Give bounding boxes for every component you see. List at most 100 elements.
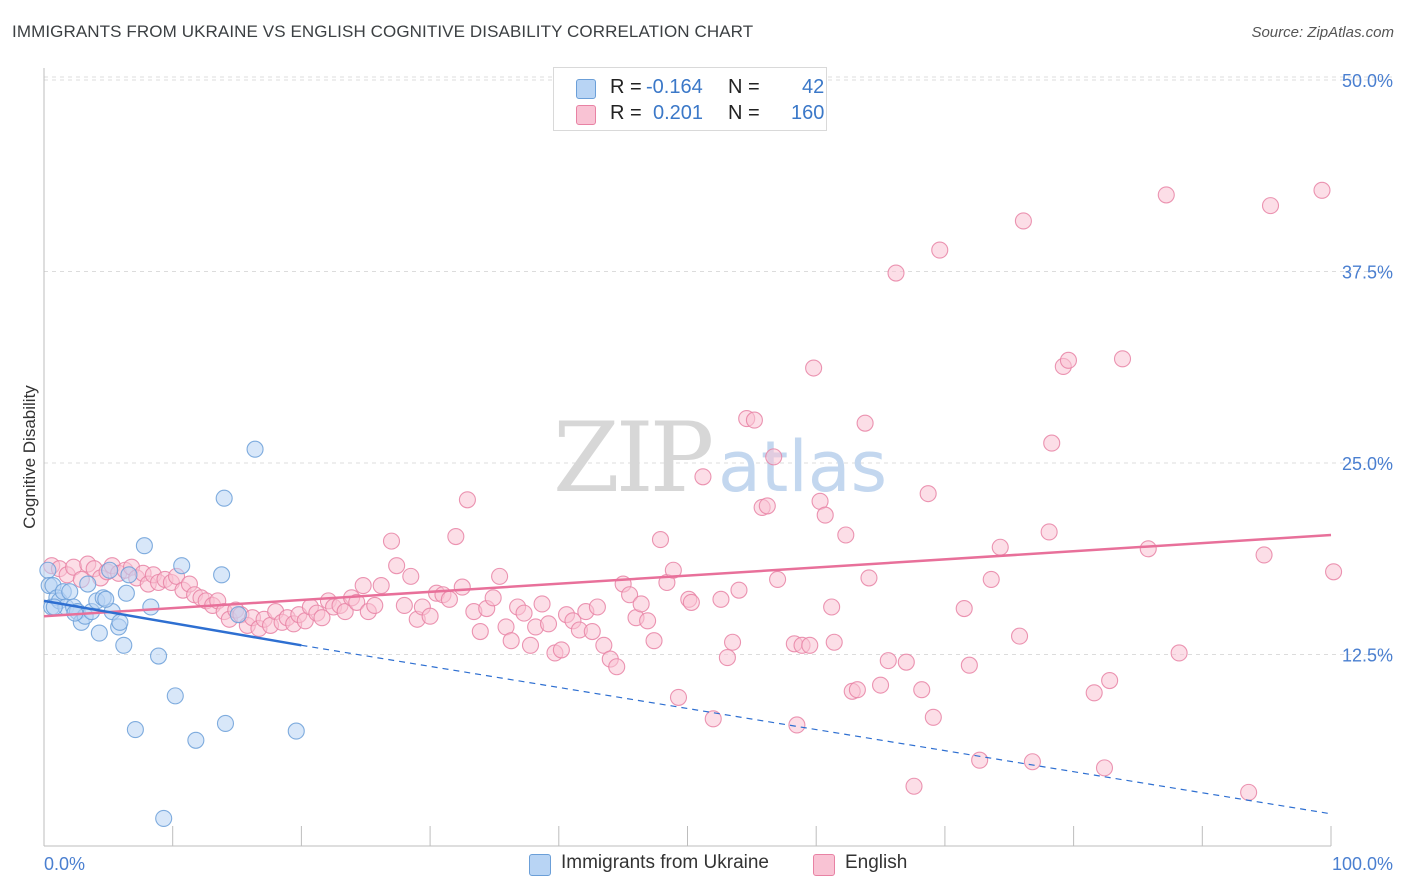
- y-tick-label: 50.0%: [1342, 71, 1393, 91]
- english-point: [453, 578, 471, 596]
- series-legend: Immigrants from Ukraine English: [0, 851, 1406, 879]
- english-point: [723, 633, 742, 651]
- english-point: [931, 241, 949, 259]
- english-point: [1040, 523, 1058, 541]
- english-point: [313, 609, 331, 627]
- english-point: [848, 681, 866, 699]
- legend-n-label: N =: [728, 76, 760, 98]
- english-point: [552, 641, 570, 659]
- watermark-atlas: atlas: [718, 426, 887, 508]
- english-point: [879, 652, 897, 670]
- english-point: [447, 527, 465, 546]
- ukraine-point: [187, 731, 205, 749]
- ukraine-point: [155, 809, 173, 827]
- grid-lines: [44, 76, 1394, 655]
- english-point: [484, 589, 502, 607]
- english-point: [664, 561, 682, 579]
- ukraine-point: [61, 583, 79, 601]
- english-point: [905, 777, 923, 795]
- english-point: [856, 414, 874, 432]
- english-point: [960, 656, 978, 674]
- english-point: [533, 595, 551, 613]
- legend-label-ukraine: Immigrants from Ukraine: [561, 852, 769, 873]
- ukraine-point: [216, 714, 235, 732]
- english-point: [388, 557, 406, 575]
- english-point: [440, 590, 458, 608]
- english-point: [491, 567, 509, 585]
- english-point: [801, 636, 819, 654]
- data-points: [39, 181, 1343, 827]
- legend-swatch-english: [813, 854, 835, 876]
- legend-n-value: 160: [791, 102, 825, 124]
- x-tick-label-max: 100.0%: [1332, 854, 1393, 874]
- english-point: [971, 751, 989, 769]
- english-point: [1059, 351, 1078, 369]
- y-tick-label: 12.5%: [1342, 646, 1393, 666]
- legend-r-value: -0.164: [646, 76, 703, 98]
- y-axis-label: Cognitive Disability: [20, 385, 39, 529]
- y-tick-labels: 12.5% 25.0% 37.5% 50.0%: [1342, 71, 1393, 666]
- legend-r-label: R =: [610, 102, 642, 124]
- english-point: [471, 622, 489, 641]
- legend-swatch-english: [576, 105, 596, 125]
- english-point: [502, 632, 520, 650]
- legend-swatch-ukraine: [576, 79, 596, 99]
- english-point: [515, 604, 533, 622]
- english-point: [924, 708, 942, 726]
- english-point: [402, 567, 420, 585]
- english-point: [669, 688, 688, 706]
- english-point: [639, 612, 657, 630]
- english-point: [897, 653, 915, 671]
- english-point: [539, 615, 558, 633]
- ukraine-point: [166, 687, 184, 705]
- english-point: [788, 716, 806, 734]
- english-point: [458, 491, 476, 509]
- english-point: [1085, 684, 1103, 702]
- ukraine-point: [246, 440, 264, 458]
- english-point: [823, 598, 841, 616]
- chart-title: IMMIGRANTS FROM UKRAINE VS ENGLISH COGNI…: [12, 22, 754, 41]
- english-trend-line: [43, 533, 1332, 618]
- english-point: [871, 676, 890, 694]
- english-point: [336, 603, 354, 621]
- ukraine-point: [79, 575, 97, 593]
- english-point: [354, 577, 372, 595]
- english-point: [745, 411, 763, 429]
- ukraine-trend-line: [43, 599, 302, 647]
- english-point: [718, 649, 736, 667]
- english-point: [913, 681, 931, 699]
- english-point: [769, 570, 787, 588]
- english-point: [621, 586, 639, 604]
- chart-source: Source: ZipAtlas.com: [1251, 24, 1394, 41]
- english-point: [919, 485, 937, 503]
- english-point: [816, 506, 834, 524]
- english-point: [588, 598, 606, 616]
- axes: [43, 68, 1332, 847]
- ukraine-point: [229, 606, 247, 624]
- english-point: [805, 359, 823, 377]
- english-point: [632, 595, 650, 613]
- english-point: [730, 581, 748, 599]
- legend-n-value: 42: [802, 76, 825, 98]
- english-point: [1043, 434, 1061, 452]
- english-point: [651, 531, 670, 549]
- ukraine-point: [120, 566, 138, 584]
- ukraine-point: [111, 613, 129, 631]
- ukraine-point: [149, 647, 168, 665]
- ukraine-point: [39, 561, 57, 579]
- english-point: [825, 633, 843, 651]
- english-point: [382, 532, 401, 550]
- english-point: [395, 596, 413, 615]
- x-tick-labels: 0.0% 100.0%: [44, 854, 1393, 874]
- english-point: [991, 538, 1009, 556]
- english-point: [348, 593, 366, 611]
- ukraine-point: [115, 636, 133, 654]
- english-point: [645, 632, 663, 650]
- english-point: [765, 448, 783, 466]
- english-point: [1313, 181, 1331, 199]
- english-point: [1014, 212, 1032, 230]
- watermark: ZIP atlas: [553, 402, 887, 514]
- english-point: [982, 570, 1000, 588]
- legend-n-label: N =: [728, 102, 760, 124]
